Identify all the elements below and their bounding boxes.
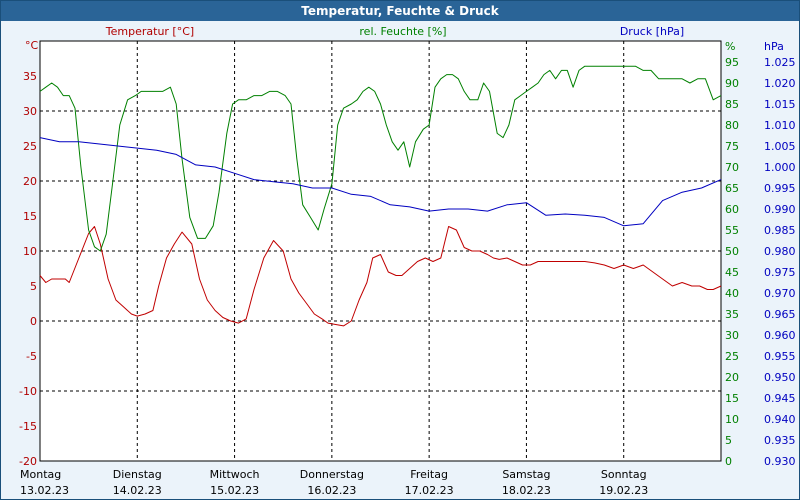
pressure-tick-label: 0.930	[764, 455, 796, 468]
pressure-line	[39, 137, 722, 227]
x-date-label: 17.02.23	[405, 484, 454, 497]
pressure-tick-label: 1.015	[764, 98, 796, 111]
pressure-tick-label: 0.975	[764, 266, 796, 279]
humidity-tick-label: 25	[725, 350, 739, 363]
humidity-tick-label: 15	[725, 392, 739, 405]
pressure-tick-label: 0.985	[764, 224, 796, 237]
x-day-label: Samstag	[502, 468, 550, 481]
temp-tick-label: 25	[23, 140, 37, 153]
x-date-label: 19.02.23	[599, 484, 648, 497]
pressure-tick-label: 0.980	[764, 245, 796, 258]
humidity-tick-label: 85	[725, 98, 739, 111]
x-date-label: 13.02.23	[20, 484, 69, 497]
x-day-label: Dienstag	[113, 468, 162, 481]
x-day-label: Montag	[20, 468, 61, 481]
pressure-unit-label: hPa	[764, 40, 784, 53]
temp-tick-label: -20	[19, 455, 37, 468]
temp-tick-label: -10	[19, 385, 37, 398]
axes: -20 -15 -10 -5 0 5 10 15 20 25 30 35 °C 0 5 10 15 20 25 30 3…	[19, 39, 795, 468]
pressure-tick-label: 0.965	[764, 308, 796, 321]
pressure-tick-label: 0.935	[764, 434, 796, 447]
pressure-tick-label: 1.005	[764, 140, 796, 153]
pressure-tick-label: 0.960	[764, 329, 796, 342]
x-date-label: 15.02.23	[210, 484, 259, 497]
humidity-tick-label: 45	[725, 266, 739, 279]
humidity-tick-label: 10	[725, 413, 739, 426]
humidity-series-label: rel. Feuchte [%]	[359, 25, 446, 38]
temp-tick-label: 30	[23, 105, 37, 118]
pressure-tick-label: 0.995	[764, 182, 796, 195]
humidity-tick-label: 40	[725, 287, 739, 300]
temp-tick-label: 0	[30, 315, 37, 328]
grid	[39, 40, 722, 462]
temp-tick-label: 10	[23, 245, 37, 258]
temperature-line	[39, 226, 722, 327]
pressure-tick-label: 0.990	[764, 203, 796, 216]
pressure-tick-label: 1.000	[764, 161, 796, 174]
humidity-tick-label: 50	[725, 245, 739, 258]
humidity-tick-label: 70	[725, 161, 739, 174]
x-day-label: Freitag	[410, 468, 448, 481]
humidity-tick-label: 5	[725, 434, 732, 447]
temp-unit-label: °C	[25, 39, 39, 52]
humidity-tick-label: 55	[725, 224, 739, 237]
x-date-label: 18.02.23	[502, 484, 551, 497]
labels: Temperatur [°C] rel. Feuchte [%] Druck [hP…	[20, 25, 684, 497]
pressure-tick-label: 1.020	[764, 77, 796, 90]
x-day-label: Sonntag	[601, 468, 647, 481]
x-date-label: 14.02.23	[113, 484, 162, 497]
x-day-label: Mittwoch	[210, 468, 260, 481]
humidity-tick-label: 30	[725, 329, 739, 342]
x-day-label: Donnerstag	[300, 468, 364, 481]
temp-series-label: Temperatur [°C]	[105, 25, 194, 38]
temp-tick-label: 20	[23, 175, 37, 188]
humidity-tick-label: 90	[725, 77, 739, 90]
humidity-tick-label: 35	[725, 308, 739, 321]
pressure-tick-label: 0.950	[764, 371, 796, 384]
pressure-tick-label: 0.970	[764, 287, 796, 300]
chart-title: Temperatur, Feuchte & Druck	[1, 1, 799, 21]
pressure-tick-label: 1.010	[764, 119, 796, 132]
pressure-tick-label: 1.025	[764, 56, 796, 69]
humidity-tick-label: 80	[725, 119, 739, 132]
series-lines	[39, 65, 722, 327]
pressure-tick-label: 0.945	[764, 392, 796, 405]
temp-tick-label: 5	[30, 280, 37, 293]
pressure-tick-label: 0.955	[764, 350, 796, 363]
humidity-tick-label: 60	[725, 203, 739, 216]
humidity-line	[39, 65, 722, 252]
humidity-tick-label: 65	[725, 182, 739, 195]
humidity-unit-label: %	[725, 40, 735, 53]
humidity-tick-label: 20	[725, 371, 739, 384]
humidity-tick-label: 75	[725, 140, 739, 153]
temp-tick-label: -15	[19, 420, 37, 433]
pressure-tick-label: 0.940	[764, 413, 796, 426]
temp-tick-label: -5	[26, 350, 37, 363]
humidity-tick-label: 95	[725, 56, 739, 69]
temp-tick-label: 15	[23, 210, 37, 223]
x-date-label: 16.02.23	[307, 484, 356, 497]
pressure-series-label: Druck [hPa]	[620, 25, 684, 38]
temp-tick-label: 35	[23, 70, 37, 83]
humidity-tick-label: 0	[725, 455, 732, 468]
